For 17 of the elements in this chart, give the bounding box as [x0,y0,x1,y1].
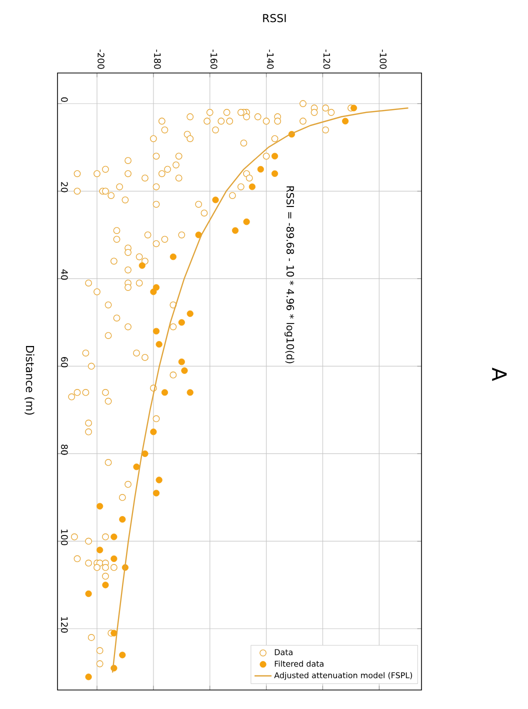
x-tick-label: -100 [380,50,387,69]
y-tick-label: 120 [61,617,68,633]
x-tick-label: -160 [210,50,218,69]
y-tick-label: 80 [61,444,68,455]
annotation: RSSI = -89.68 - 10 * 4.96 * log10(d) [284,186,294,364]
y-axis-title: Distance (m) [24,346,35,415]
x-axis-title: RSSI [263,14,286,22]
y-tick-label: 20 [61,182,68,192]
y-tick-label: 40 [61,269,68,280]
y-tick-label: 60 [61,357,68,368]
x-tick-label: -120 [324,50,330,69]
y-tick-label: 100 [61,530,68,546]
text: A [492,368,507,381]
x-tick-label: -200 [98,50,105,69]
x-tick-label: -180 [154,50,162,69]
x-tick-label: -140 [267,50,274,69]
y-tick-label: 0 [61,97,68,102]
